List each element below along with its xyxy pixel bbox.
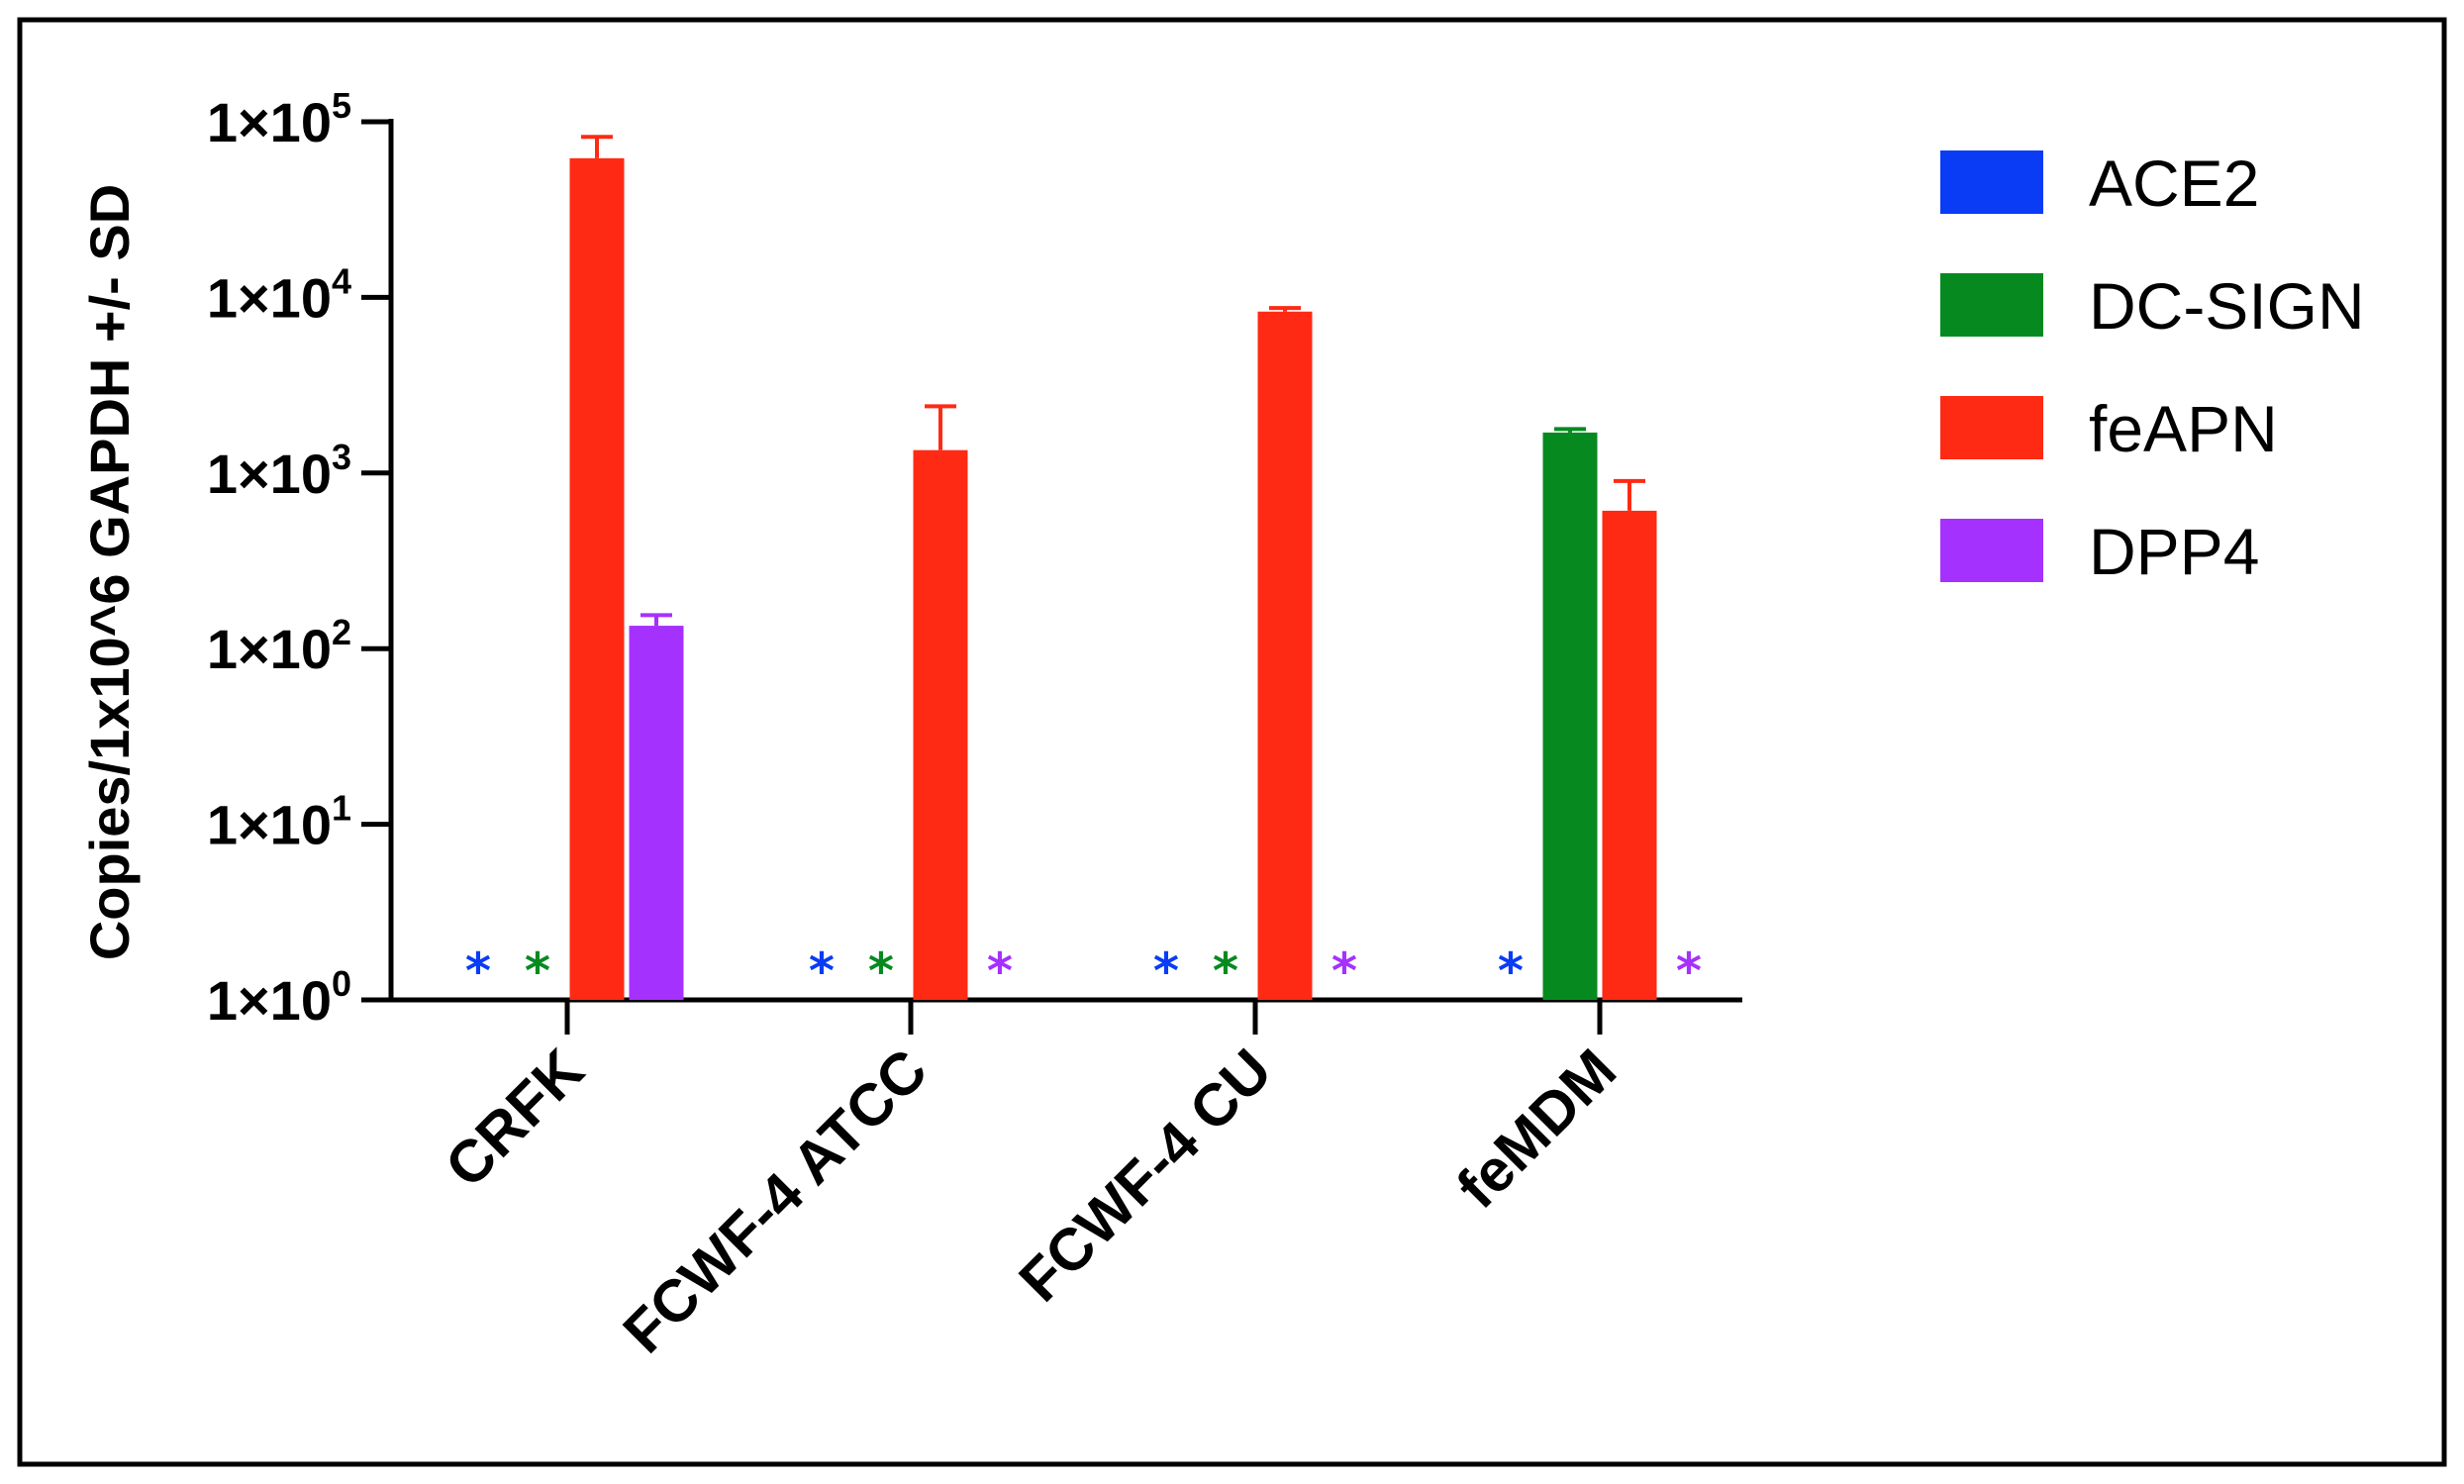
y-tick-label-3: 1×103	[207, 437, 351, 505]
not-detected-marker-dc-sign-0: *	[525, 942, 550, 1000]
legend-label-ace2: ACE2	[2089, 147, 2259, 220]
x-tick-label-3: feMDM	[1444, 1037, 1628, 1221]
legend-swatch-dpp4	[1940, 519, 2043, 582]
legend-swatch-ace2	[1940, 150, 2043, 214]
bar-feapn-3	[1602, 510, 1657, 1000]
legend: ACE2 DC-SIGN feAPN DPP4	[1940, 147, 2365, 588]
bar-dpp4-0	[629, 626, 684, 1000]
legend-label-dpp4: DPP4	[2089, 515, 2259, 588]
not-detected-marker-dpp4-3: *	[1676, 942, 1702, 1000]
y-tick-label-2: 1×102	[207, 612, 351, 680]
bar-feapn-2	[1257, 311, 1313, 1000]
not-detected-marker-ace2-1: *	[809, 942, 835, 1000]
not-detected-marker-ace2-0: *	[465, 942, 491, 1000]
not-detected-marker-dc-sign-1: *	[868, 942, 894, 1000]
bar-dc-sign-3	[1542, 432, 1598, 1001]
bar-feapn-1	[913, 449, 968, 1000]
not-detected-marker-dpp4-2: *	[1331, 942, 1357, 1000]
not-detected-marker-dpp4-1: *	[987, 942, 1013, 1000]
legend-swatch-dc-sign	[1940, 273, 2043, 337]
x-tick-label-2: FCWF-4 CU	[1007, 1037, 1285, 1315]
legend-label-feapn: feAPN	[2089, 392, 2278, 465]
y-tick-label-1: 1×101	[207, 788, 351, 856]
figure-border	[17, 17, 2447, 1467]
x-tick-label-1: FCWF-4 ATCC	[611, 1037, 940, 1366]
y-tick-label-5: 1×105	[207, 85, 351, 153]
y-tick-label-0: 1×100	[207, 963, 351, 1032]
bar-feapn-0	[569, 157, 625, 1000]
not-detected-marker-ace2-2: *	[1153, 942, 1179, 1000]
legend-swatch-feapn	[1940, 396, 2043, 459]
not-detected-marker-dc-sign-2: *	[1213, 942, 1238, 1000]
not-detected-marker-ace2-3: *	[1498, 942, 1524, 1000]
y-tick-label-4: 1×104	[207, 260, 351, 329]
legend-label-dc-sign: DC-SIGN	[2089, 269, 2365, 343]
x-tick-label-0: CRFK	[433, 1037, 596, 1200]
y-axis-label: Copies/1x10^6 GAPDH +/- SD	[78, 184, 141, 960]
